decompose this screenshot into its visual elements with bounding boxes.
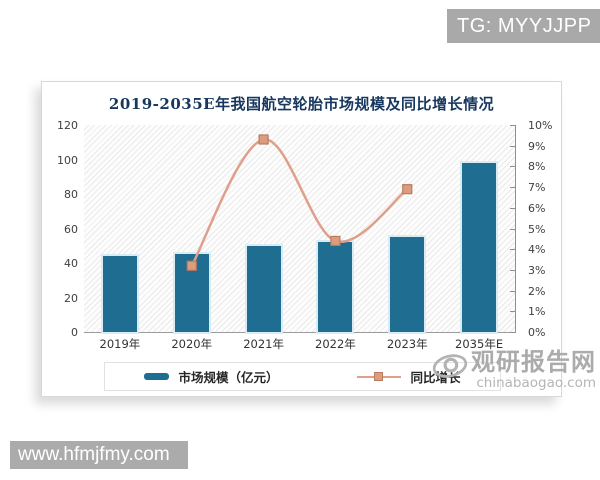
- right-axis-tick-mark: [510, 269, 515, 271]
- growth-line: [190, 138, 409, 267]
- market-size-bar: [316, 240, 355, 334]
- left-axis-tick-label: 120: [57, 119, 78, 132]
- right-axis-tick-label: 3%: [528, 263, 546, 277]
- telegram-tag-label: TG: MYYJJPP: [457, 14, 592, 37]
- right-axis-tick-label: 6%: [528, 201, 546, 215]
- x-axis-category-label: 2023年: [386, 337, 428, 351]
- footer-url-banner: www.hfmjfmy.com: [10, 441, 188, 469]
- right-axis-tick-mark: [510, 145, 515, 147]
- footer-url-label: www.hfmjfmy.com: [18, 444, 170, 465]
- left-axis-tick-label: 100: [57, 153, 78, 167]
- right-axis-tick-label: 8%: [528, 160, 546, 174]
- legend-line-swatch: [357, 371, 402, 382]
- x-axis-category-label: 2021年: [243, 337, 284, 351]
- chart-title: 2019-2035E年我国航空轮胎市场规模及同比增长情况: [108, 95, 495, 113]
- right-axis-tick-label: 7%: [528, 181, 546, 195]
- right-axis-tick-label: 4%: [528, 243, 546, 257]
- right-axis-tick-mark: [510, 187, 515, 189]
- right-axis-tick-mark: [510, 207, 515, 209]
- right-axis-tick-mark: [510, 311, 515, 313]
- right-axis-tick-label: 9%: [528, 139, 546, 153]
- left-axis-tick-label: 60: [64, 222, 78, 236]
- growth-line-marker: [258, 134, 269, 145]
- right-axis-tick-mark: [510, 290, 515, 292]
- growth-line-layer: [186, 134, 413, 271]
- x-axis-category-label: 2035年E: [455, 337, 504, 351]
- right-axis-tick-mark: [510, 125, 515, 126]
- market-size-bar: [244, 243, 283, 335]
- chart-card: 2019-2035E年我国航空轮胎市场规模及同比增长情况 0 20 40 60 80 10…: [41, 81, 562, 397]
- left-axis-tick-label: 20: [64, 291, 78, 305]
- right-axis-tick-mark: [510, 166, 515, 168]
- market-size-bar: [388, 235, 427, 334]
- right-axis-tick-mark: [510, 228, 515, 230]
- left-axis-tick-label: 80: [64, 188, 78, 201]
- legend-line-marker: [374, 371, 384, 381]
- growth-line-marker: [330, 235, 341, 247]
- x-axis-category-label: 2019年: [99, 337, 141, 351]
- right-axis-tick-mark: [510, 249, 515, 251]
- market-size-bar: [100, 254, 139, 334]
- plot-area: [84, 125, 516, 335]
- growth-line-marker: [186, 260, 197, 271]
- right-axis-tick-label: 5%: [528, 222, 546, 236]
- right-axis-tick-label: 0%: [528, 326, 546, 339]
- legend-label: 同比增长: [410, 370, 461, 385]
- market-size-bar: [460, 160, 499, 335]
- right-axis-tick-label: 10%: [528, 119, 553, 132]
- chart-legend: 市场规模（亿元） 同比增长: [104, 362, 501, 391]
- legend-item: 市场规模（亿元）: [144, 367, 279, 386]
- left-axis-tick-label: 0: [71, 326, 78, 339]
- growth-line-marker: [402, 184, 413, 195]
- legend-item: 同比增长: [357, 367, 461, 386]
- right-axis-tick-label: 1%: [528, 305, 546, 319]
- x-axis-category-label: 2022年: [315, 337, 356, 351]
- right-axis-tick-label: 2%: [528, 284, 546, 298]
- telegram-tag-banner: TG: MYYJJPP: [447, 9, 600, 43]
- left-axis-tick-label: 40: [64, 257, 78, 270]
- legend-label: 市场规模（亿元）: [178, 370, 279, 385]
- x-axis-category-label: 2020年: [171, 337, 213, 351]
- legend-bar-swatch: [144, 373, 170, 380]
- right-axis-tick-mark: [510, 332, 515, 333]
